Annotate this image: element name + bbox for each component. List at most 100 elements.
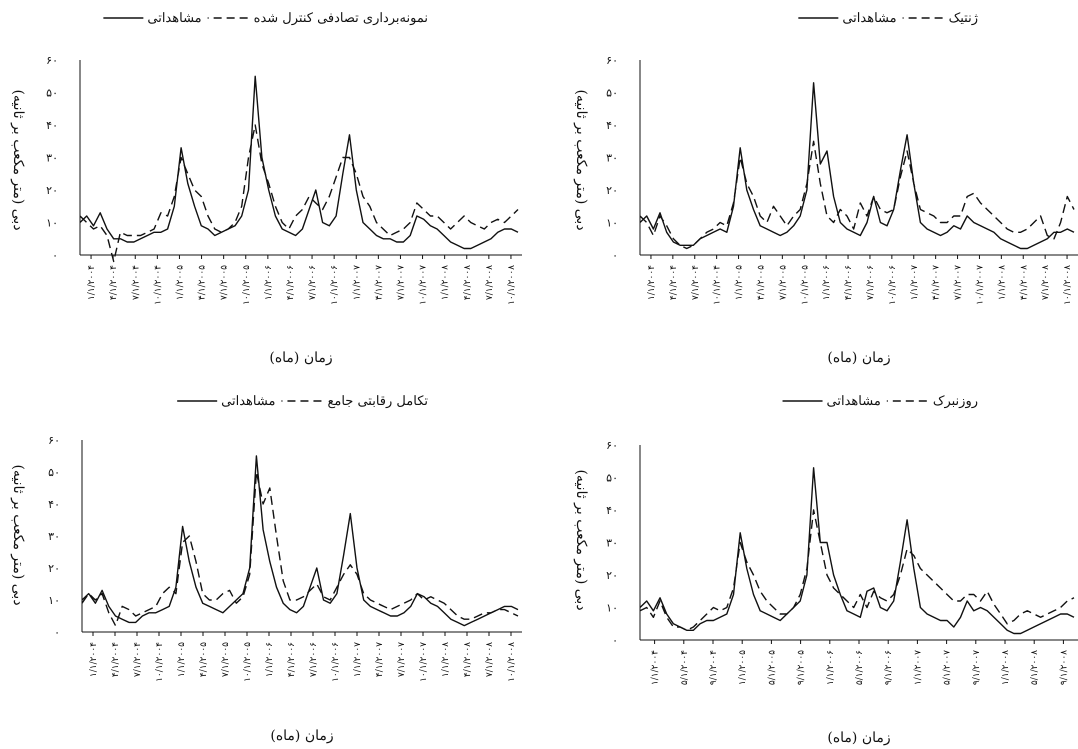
x-tick-label: ۱/۱/۲۰۰۶ xyxy=(822,265,832,300)
y-axis-label: دبی (متر مکعب بر ثانیه) xyxy=(573,469,589,610)
x-tick-label: ۹/۱/۲۰۰۵ xyxy=(797,650,807,685)
y-tick-label: ۱۰ xyxy=(48,594,60,607)
series-line-observed xyxy=(639,82,1075,250)
x-tick-label: ۱/۱/۲۰۰۴ xyxy=(651,650,661,685)
legend-label-model: ژنتیک xyxy=(949,11,978,26)
y-axis-label: دبی (متر مکعب بر ثانیه) xyxy=(10,89,26,230)
x-axis-label: زمان (ماه) xyxy=(270,728,333,744)
x-tick-label: ۷/۱/۲۰۰۴ xyxy=(133,642,143,677)
x-tick-label: ۷/۱/۲۰۰۸ xyxy=(1041,265,1051,300)
x-tick-label: ۴/۱/۲۰۰۸ xyxy=(463,265,473,300)
x-tick-label: ۴/۱/۲۰۰۵ xyxy=(756,265,766,300)
x-tick-label: ۱/۱/۲۰۰۵ xyxy=(177,642,187,677)
x-tick-label: ۴/۱/۲۰۰۸ xyxy=(1019,265,1029,300)
x-tick-label: ۱۰/۱/۲۰۰۸ xyxy=(1063,265,1073,305)
legend-label-observed: مشاهداتی xyxy=(827,394,881,409)
x-tick-label: ۴/۱/۲۰۰۶ xyxy=(286,265,296,300)
x-tick-label: ۹/۱/۲۰۰۷ xyxy=(972,650,982,685)
x-tick-label: ۷/۱/۲۰۰۸ xyxy=(485,642,495,677)
y-tick-label: ۱۰ xyxy=(606,602,618,615)
x-tick-label: ۱۰/۱/۲۰۰۴ xyxy=(153,265,163,305)
x-tick-label: ۷/۱/۲۰۰۶ xyxy=(309,642,319,677)
y-axis-label: دبی (متر مکعب بر ثانیه) xyxy=(573,89,589,230)
y-tick-label: ۴۰ xyxy=(606,504,618,517)
x-tick-label: ۱۰/۱/۲۰۰۵ xyxy=(242,265,252,305)
x-tick-label: ۱/۱/۲۰۰۸ xyxy=(997,265,1007,300)
y-tick-label: ۰ xyxy=(612,634,618,647)
chart-bottom-left: ۰ ۱۰ ۲۰ ۳۰ ۴۰ ۵۰ ۶۰ ۱/۱/۲۰۰۴ ۴/۱/۲۰۰۴ ۷/۱/۲۰۰۴ ۱۰/… xyxy=(10,394,522,744)
x-tick-label: ۱۰/۱/۲۰۰۴ xyxy=(713,265,723,305)
x-tick-label: ۱/۱/۲۰۰۷ xyxy=(910,265,920,300)
x-tick-label: ۷/۱/۲۰۰۶ xyxy=(866,265,876,300)
y-tick-label: ۱۰ xyxy=(46,217,58,230)
y-tick-label: ۶۰ xyxy=(46,54,58,67)
x-tick-label: ۱۰/۱/۲۰۰۸ xyxy=(507,265,517,305)
series-line-observed xyxy=(81,455,519,627)
legend: تکامل رقابتی جامع مشاهداتی xyxy=(177,394,428,409)
x-tick-label: ۱۰/۱/۲۰۰۷ xyxy=(975,265,985,305)
y-tick-label: ۵۰ xyxy=(606,472,618,485)
legend-label-observed: مشاهداتی xyxy=(842,11,896,26)
x-axis-label: زمان (ماه) xyxy=(269,350,332,366)
y-tick-label: ۰ xyxy=(54,626,60,639)
legend-label-model: روزنبرک xyxy=(933,394,978,409)
x-tick-label: ۴/۱/۲۰۰۷ xyxy=(374,265,384,300)
x-tick-label: ۴/۱/۲۰۰۴ xyxy=(669,265,679,300)
legend: روزنبرک مشاهداتی xyxy=(782,394,978,409)
y-tick-label: ۵۰ xyxy=(46,87,58,100)
x-tick-label: ۷/۱/۲۰۰۵ xyxy=(221,642,231,677)
series-line-observed xyxy=(79,75,519,250)
legend: ژنتیک مشاهداتی xyxy=(798,11,978,26)
x-tick-label: ۷/۱/۲۰۰۴ xyxy=(131,265,141,300)
y-tick-label: ۴۰ xyxy=(48,498,60,511)
series-line-model xyxy=(81,471,519,627)
x-axis-label: زمان (ماه) xyxy=(827,350,890,366)
series-line-model xyxy=(639,140,1075,250)
x-tick-label: ۵/۱/۲۰۰۴ xyxy=(680,650,690,685)
x-tick-label: ۴/۱/۲۰۰۴ xyxy=(111,642,121,677)
x-tick-label: ۱/۱/۲۰۰۶ xyxy=(264,265,274,300)
chart-bottom-right: ۰ ۱۰ ۲۰ ۳۰ ۴۰ ۵۰ ۶۰ ۱/۱/۲۰۰۴ ۵/۱/۲۰۰۴ ۹/۱/۲۰۰۴ ۱/۱… xyxy=(573,394,1078,746)
x-tick-label: ۹/۱/۲۰۰۸ xyxy=(1059,650,1069,685)
x-tick-label: ۱۰/۱/۲۰۰۵ xyxy=(800,265,810,305)
x-tick-label: ۷/۱/۲۰۰۴ xyxy=(691,265,701,300)
x-tick-label: ۴/۱/۲۰۰۶ xyxy=(287,642,297,677)
x-tick-label: ۹/۱/۲۰۰۴ xyxy=(709,650,719,685)
x-tick-label: ۷/۱/۲۰۰۶ xyxy=(308,265,318,300)
x-tick-label: ۱/۱/۲۰۰۸ xyxy=(1001,650,1011,685)
x-tick-label: ۱۰/۱/۲۰۰۷ xyxy=(419,265,429,305)
y-axis-label: دبی (متر مکعب بر ثانیه) xyxy=(10,464,26,605)
x-tick-label: ۷/۱/۲۰۰۷ xyxy=(397,642,407,677)
x-tick-label: ۱۰/۱/۲۰۰۴ xyxy=(155,642,165,682)
series-line-observed xyxy=(639,467,1075,635)
x-tick-label: ۴/۱/۲۰۰۸ xyxy=(463,642,473,677)
y-tick-label: ۳۰ xyxy=(48,530,60,543)
x-tick-label: ۵/۱/۲۰۰۸ xyxy=(1030,650,1040,685)
series-line-model xyxy=(79,124,519,263)
x-tick-label: ۱۰/۱/۲۰۰۷ xyxy=(419,642,429,682)
x-tick-label: ۵/۱/۲۰۰۷ xyxy=(943,650,953,685)
x-tick-label: ۴/۱/۲۰۰۴ xyxy=(109,265,119,300)
x-tick-label: ۱/۱/۲۰۰۵ xyxy=(738,650,748,685)
x-tick-label: ۷/۱/۲۰۰۵ xyxy=(778,265,788,300)
y-tick-label: ۴۰ xyxy=(606,119,618,132)
x-tick-label: ۱۰/۱/۲۰۰۸ xyxy=(507,642,517,682)
y-tick-label: ۲۰ xyxy=(606,569,618,582)
x-tick-label: ۱/۱/۲۰۰۴ xyxy=(647,265,657,300)
x-tick-label: ۱/۱/۲۰۰۶ xyxy=(265,642,275,677)
x-tick-label: ۹/۱/۲۰۰۶ xyxy=(884,650,894,685)
chart-top-left: ۰ ۱۰ ۲۰ ۳۰ ۴۰ ۵۰ ۶۰ ۱/۱/۲۰۰۴ ۴/۱/۲۰۰۴ ۷/۱/۲۰۰۴ ۱۰/… xyxy=(10,11,522,366)
x-tick-label: ۴/۱/۲۰۰۷ xyxy=(932,265,942,300)
y-tick-label: ۳۰ xyxy=(46,152,58,165)
x-tick-label: ۴/۱/۲۰۰۷ xyxy=(375,642,385,677)
series-line-model xyxy=(639,509,1075,631)
y-tick-label: ۳۰ xyxy=(606,537,618,550)
y-tick-label: ۶۰ xyxy=(606,54,618,67)
x-axis-label: زمان (ماه) xyxy=(827,730,890,746)
x-tick-label: ۱/۱/۲۰۰۶ xyxy=(826,650,836,685)
y-tick-label: ۴۰ xyxy=(46,119,58,132)
x-tick-label: ۱/۱/۲۰۰۷ xyxy=(913,650,923,685)
x-tick-label: ۴/۱/۲۰۰۶ xyxy=(844,265,854,300)
x-tick-label: ۱/۱/۲۰۰۸ xyxy=(441,642,451,677)
